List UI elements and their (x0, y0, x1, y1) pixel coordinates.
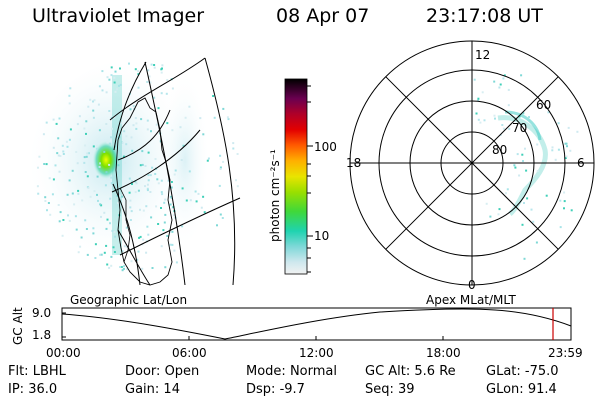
uv-earth-image (30, 57, 241, 286)
strip-ymin: 1.8 (32, 328, 51, 342)
polar-mlt-6: 6 (577, 156, 585, 170)
info-dsp: Dsp: -9.7 (246, 382, 305, 397)
polar-mlt-18: 18 (346, 156, 361, 170)
info-mode: Mode: Normal (246, 364, 337, 379)
colorbar: 100 10 photon cm⁻²s⁻¹ (268, 78, 337, 275)
colorbar-tick-100: 100 (314, 140, 337, 154)
strip-xtick-1200: 12:00 (299, 346, 334, 360)
strip-xtick-1800: 18:00 (426, 346, 461, 360)
strip-ymax: 9.0 (32, 306, 51, 320)
observation-time: 23:17:08 UT (426, 5, 543, 27)
app-title: Ultraviolet Imager (32, 5, 205, 27)
strip-xtick-0600: 06:00 (172, 346, 207, 360)
polar-lat-80: 80 (492, 143, 507, 157)
info-seq: Seq: 39 (365, 382, 415, 397)
altitude-strip-chart: Geographic Lat/Lon Apex MLat/MLT 9.0 1.8… (11, 293, 583, 360)
strip-right-caption: Apex MLat/MLT (426, 293, 516, 307)
latlon-grid (109, 57, 241, 286)
observation-date: 08 Apr 07 (276, 5, 370, 27)
info-ip: IP: 36.0 (8, 382, 58, 397)
polar-lat-60: 60 (536, 98, 551, 112)
info-gain: Gain: 14 (125, 382, 180, 397)
polar-lat-70: 70 (512, 121, 527, 135)
strip-xtick-2359: 23:59 (548, 346, 583, 360)
info-glon: GLon: 91.4 (486, 382, 557, 397)
colorbar-tick-10: 10 (314, 229, 329, 243)
polar-plot: 12 6 0 18 60 70 80 (346, 40, 595, 292)
polar-speckle-field (473, 74, 579, 260)
info-gc-alt: GC Alt: 5.6 Re (365, 364, 456, 379)
strip-xtick-0000: 00:00 (46, 346, 81, 360)
polar-mlt-12: 12 (475, 48, 490, 62)
auroral-oval-emission (497, 115, 548, 216)
info-glat: GLat: -75.0 (486, 364, 559, 379)
colorbar-label: photon cm⁻²s⁻¹ (268, 149, 282, 242)
info-filter: Flt: LBHL (8, 364, 66, 379)
altitude-trace (61, 308, 572, 340)
strip-ylabel: GC Alt (11, 307, 25, 345)
strip-left-caption: Geographic Lat/Lon (70, 293, 187, 307)
coastline-outline (115, 97, 173, 286)
info-door: Door: Open (125, 364, 200, 379)
polar-mlt-0: 0 (468, 278, 476, 292)
